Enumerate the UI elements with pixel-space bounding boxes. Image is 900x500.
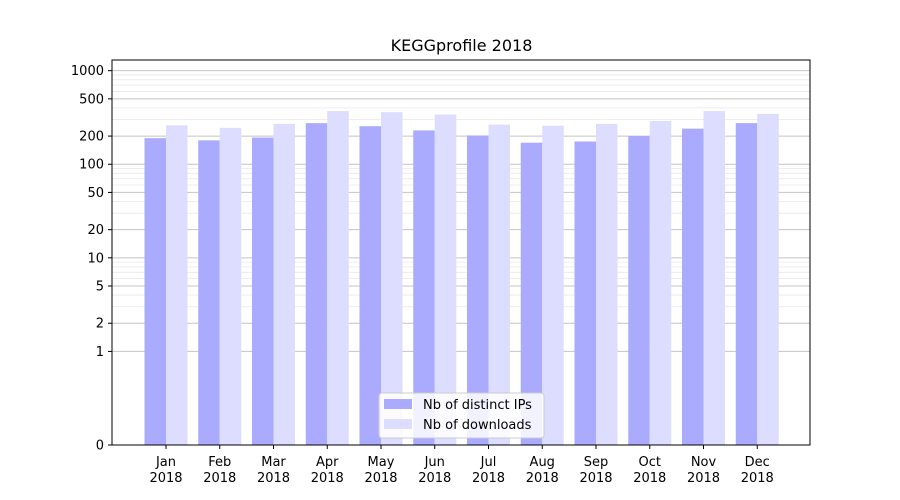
legend: Nb of distinct IPs Nb of downloads [378, 392, 545, 439]
bar-downloads [166, 125, 188, 445]
y-tick-label: 1000 [71, 64, 104, 79]
legend-swatch [384, 419, 412, 429]
y-tick-label: 500 [79, 92, 104, 107]
legend-label: Nb of downloads [423, 418, 532, 433]
x-tick-label: 2018 [741, 471, 774, 486]
x-tick-label: 2018 [418, 471, 451, 486]
bar-distinct-ips [467, 135, 489, 445]
legend-box [378, 392, 545, 439]
chart-title: KEGGprofile 2018 [391, 36, 533, 55]
y-tick-label: 10 [87, 251, 104, 266]
y-tick-label: 5 [96, 280, 104, 295]
x-tick-label: 2018 [149, 471, 182, 486]
y-tick-label: 0 [96, 439, 104, 454]
x-tick-label: 2018 [364, 471, 397, 486]
x-tick-label: 2018 [687, 471, 720, 486]
plot-frame [111, 59, 811, 446]
bar-distinct-ips [735, 123, 758, 446]
y-tick-label: 200 [79, 130, 104, 145]
x-tick-label: 2018 [633, 471, 666, 486]
y-tick-label: 100 [79, 158, 104, 173]
bar-downloads [434, 114, 457, 445]
bar-distinct-ips [144, 138, 166, 446]
x-tick-label: 2018 [257, 471, 290, 486]
bar-distinct-ips [198, 140, 220, 445]
x-tick-label: Dec [745, 455, 770, 470]
x-tick-label: 2018 [203, 471, 236, 486]
bars [144, 111, 779, 446]
bar-distinct-ips [628, 136, 650, 446]
bar-downloads [703, 111, 725, 445]
bar-distinct-ips [682, 128, 704, 445]
x-tick-label: Feb [208, 455, 231, 470]
x-tick-label: Oct [639, 455, 661, 470]
legend-swatch [384, 399, 412, 409]
legend-label: Nb of distinct IPs [423, 398, 532, 413]
x-tick-label: May [368, 455, 395, 470]
bar-distinct-ips [305, 123, 328, 446]
x-tick-label: 2018 [579, 471, 612, 486]
y-tick-label: 50 [87, 186, 104, 201]
y-tick-label: 1 [96, 345, 104, 360]
bar-downloads [381, 112, 403, 445]
bar-downloads [649, 120, 672, 445]
bar-downloads [596, 123, 618, 445]
bar-distinct-ips [520, 142, 543, 445]
x-tick-label: Aug [530, 455, 555, 470]
bar-downloads [273, 123, 295, 445]
x-tick-label: Mar [261, 455, 286, 470]
x-tick-label: 2018 [526, 471, 559, 486]
bar-downloads [219, 127, 242, 445]
x-tick-label: Sep [584, 455, 609, 470]
x-tick-label: Jan [155, 455, 176, 470]
x-tick-label: Apr [316, 455, 339, 470]
x-tick-label: Jul [480, 455, 497, 470]
bar-distinct-ips [574, 141, 596, 445]
y-axis: 0 1 2 5 10 20 50 100 200 500 1000 [71, 64, 112, 454]
y-tick-label: 2 [96, 317, 104, 332]
y-tick-label: 20 [87, 223, 104, 238]
x-axis: Jan2018Feb2018Mar2018Apr2018May2018Jun20… [149, 445, 774, 486]
x-tick-label: 2018 [472, 471, 505, 486]
bar-distinct-ips [252, 137, 274, 446]
x-tick-label: Nov [691, 455, 717, 470]
bar-downloads [542, 125, 564, 445]
bar-downloads [327, 111, 349, 445]
x-tick-label: 2018 [311, 471, 344, 486]
bar-downloads [488, 124, 510, 445]
bar-downloads [757, 113, 779, 446]
bar-distinct-ips [359, 126, 381, 445]
bar-distinct-ips [413, 130, 435, 446]
x-tick-label: Jun [424, 455, 445, 470]
